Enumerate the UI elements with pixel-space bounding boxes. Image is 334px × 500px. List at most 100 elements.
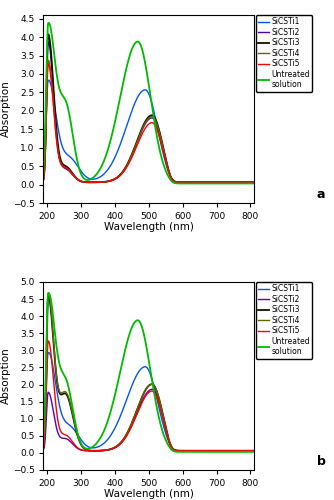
X-axis label: Wavelength (nm): Wavelength (nm) [104,490,194,500]
SiCSTi1 [255,179,259,185]
SiCSTi4 [78,440,82,446]
SiCSTi1 [228,448,232,454]
SiCSTi5 [255,180,259,186]
SiCSTi2 [133,146,137,152]
SiCSTi2 [255,448,259,454]
SiCSTi2 [123,434,127,440]
SiCSTi4 [216,448,220,454]
SiCSTi5 [78,446,82,452]
Untreated
solution [124,69,128,75]
SiCSTi5 [124,166,128,172]
SiCSTi3 [255,448,259,454]
Untreated
solution [255,449,259,455]
SiCSTi5 [41,177,45,183]
X-axis label: Wavelength (nm): Wavelength (nm) [104,222,194,232]
SiCSTi3 [133,412,137,418]
SiCSTi3 [41,444,45,450]
SiCSTi1 [46,77,50,83]
SiCSTi2 [216,180,220,186]
SiCSTi2 [251,180,255,186]
SiCSTi1 [133,376,137,382]
Untreated
solution [78,440,82,446]
SiCSTi2 [124,165,128,171]
SiCSTi1 [124,400,128,406]
Line: Untreated
solution: Untreated solution [43,293,257,452]
SiCSTi1 [78,436,82,442]
SiCSTi5 [46,338,50,344]
SiCSTi4 [66,166,70,172]
SiCSTi2 [228,448,232,454]
SiCSTi4 [255,180,259,186]
Legend: SiCSTi1, SiCSTi2, SiCSTi3, SiCSTi4, SiCSTi5, Untreated
solution: SiCSTi1, SiCSTi2, SiCSTi3, SiCSTi4, SiCS… [256,282,312,358]
SiCSTi5 [216,180,220,186]
SiCSTi4 [41,177,45,183]
SiCSTi5 [41,446,45,452]
SiCSTi2 [251,448,255,454]
SiCSTi1 [133,100,137,106]
SiCSTi3 [216,180,220,186]
SiCSTi5 [251,180,255,186]
SiCSTi5 [124,434,128,440]
SiCSTi1 [218,448,222,454]
Legend: SiCSTi1, SiCSTi2, SiCSTi3, SiCSTi4, SiCSTi5, Untreated
solution: SiCSTi1, SiCSTi2, SiCSTi3, SiCSTi4, SiCS… [256,15,312,92]
SiCSTi4 [251,448,255,454]
Untreated
solution [47,290,51,296]
SiCSTi2 [133,416,137,422]
Untreated
solution [255,180,259,186]
Text: a: a [317,188,325,201]
SiCSTi1 [78,168,82,173]
SiCSTi3 [46,32,50,38]
SiCSTi3 [251,448,255,454]
SiCSTi3 [41,176,45,182]
Untreated
solution [41,438,45,444]
SiCSTi5 [255,448,259,454]
Line: SiCSTi4: SiCSTi4 [43,293,257,451]
Untreated
solution [66,104,70,110]
Untreated
solution [133,40,137,46]
Y-axis label: Absorption: Absorption [1,80,11,138]
Untreated
solution [216,180,220,186]
SiCSTi5 [133,416,137,422]
Line: SiCSTi4: SiCSTi4 [43,60,257,182]
Untreated
solution [133,319,137,325]
SiCSTi5 [228,448,232,454]
Untreated
solution [124,346,128,352]
SiCSTi2 [41,446,45,452]
Line: SiCSTi3: SiCSTi3 [43,34,257,182]
SiCSTi3 [251,180,255,186]
SiCSTi3 [124,433,128,439]
SiCSTi5 [78,178,82,184]
SiCSTi5 [216,448,220,454]
Line: SiCSTi2: SiCSTi2 [43,390,257,451]
SiCSTi4 [78,178,82,184]
SiCSTi4 [46,290,50,296]
SiCSTi4 [255,448,259,454]
SiCSTi1 [228,179,232,185]
SiCSTi4 [133,145,137,151]
SiCSTi4 [228,180,232,186]
SiCSTi1 [255,448,259,454]
Untreated
solution [251,449,255,455]
SiCSTi1 [41,172,45,178]
SiCSTi2 [78,178,82,184]
Line: Untreated
solution: Untreated solution [43,23,257,184]
SiCSTi4 [216,180,220,186]
Untreated
solution [41,170,45,175]
SiCSTi1 [251,179,255,185]
SiCSTi2 [216,448,220,454]
SiCSTi2 [66,167,70,173]
SiCSTi2 [66,436,70,442]
Untreated
solution [78,170,82,175]
Untreated
solution [66,382,70,388]
Untreated
solution [47,20,51,26]
SiCSTi2 [46,39,50,45]
SiCSTi2 [255,180,259,186]
SiCSTi4 [66,392,70,398]
SiCSTi1 [41,440,45,446]
SiCSTi5 [133,148,137,154]
SiCSTi5 [46,61,50,67]
SiCSTi1 [66,152,70,158]
SiCSTi5 [228,180,232,186]
SiCSTi3 [228,448,232,454]
SiCSTi4 [133,412,137,418]
